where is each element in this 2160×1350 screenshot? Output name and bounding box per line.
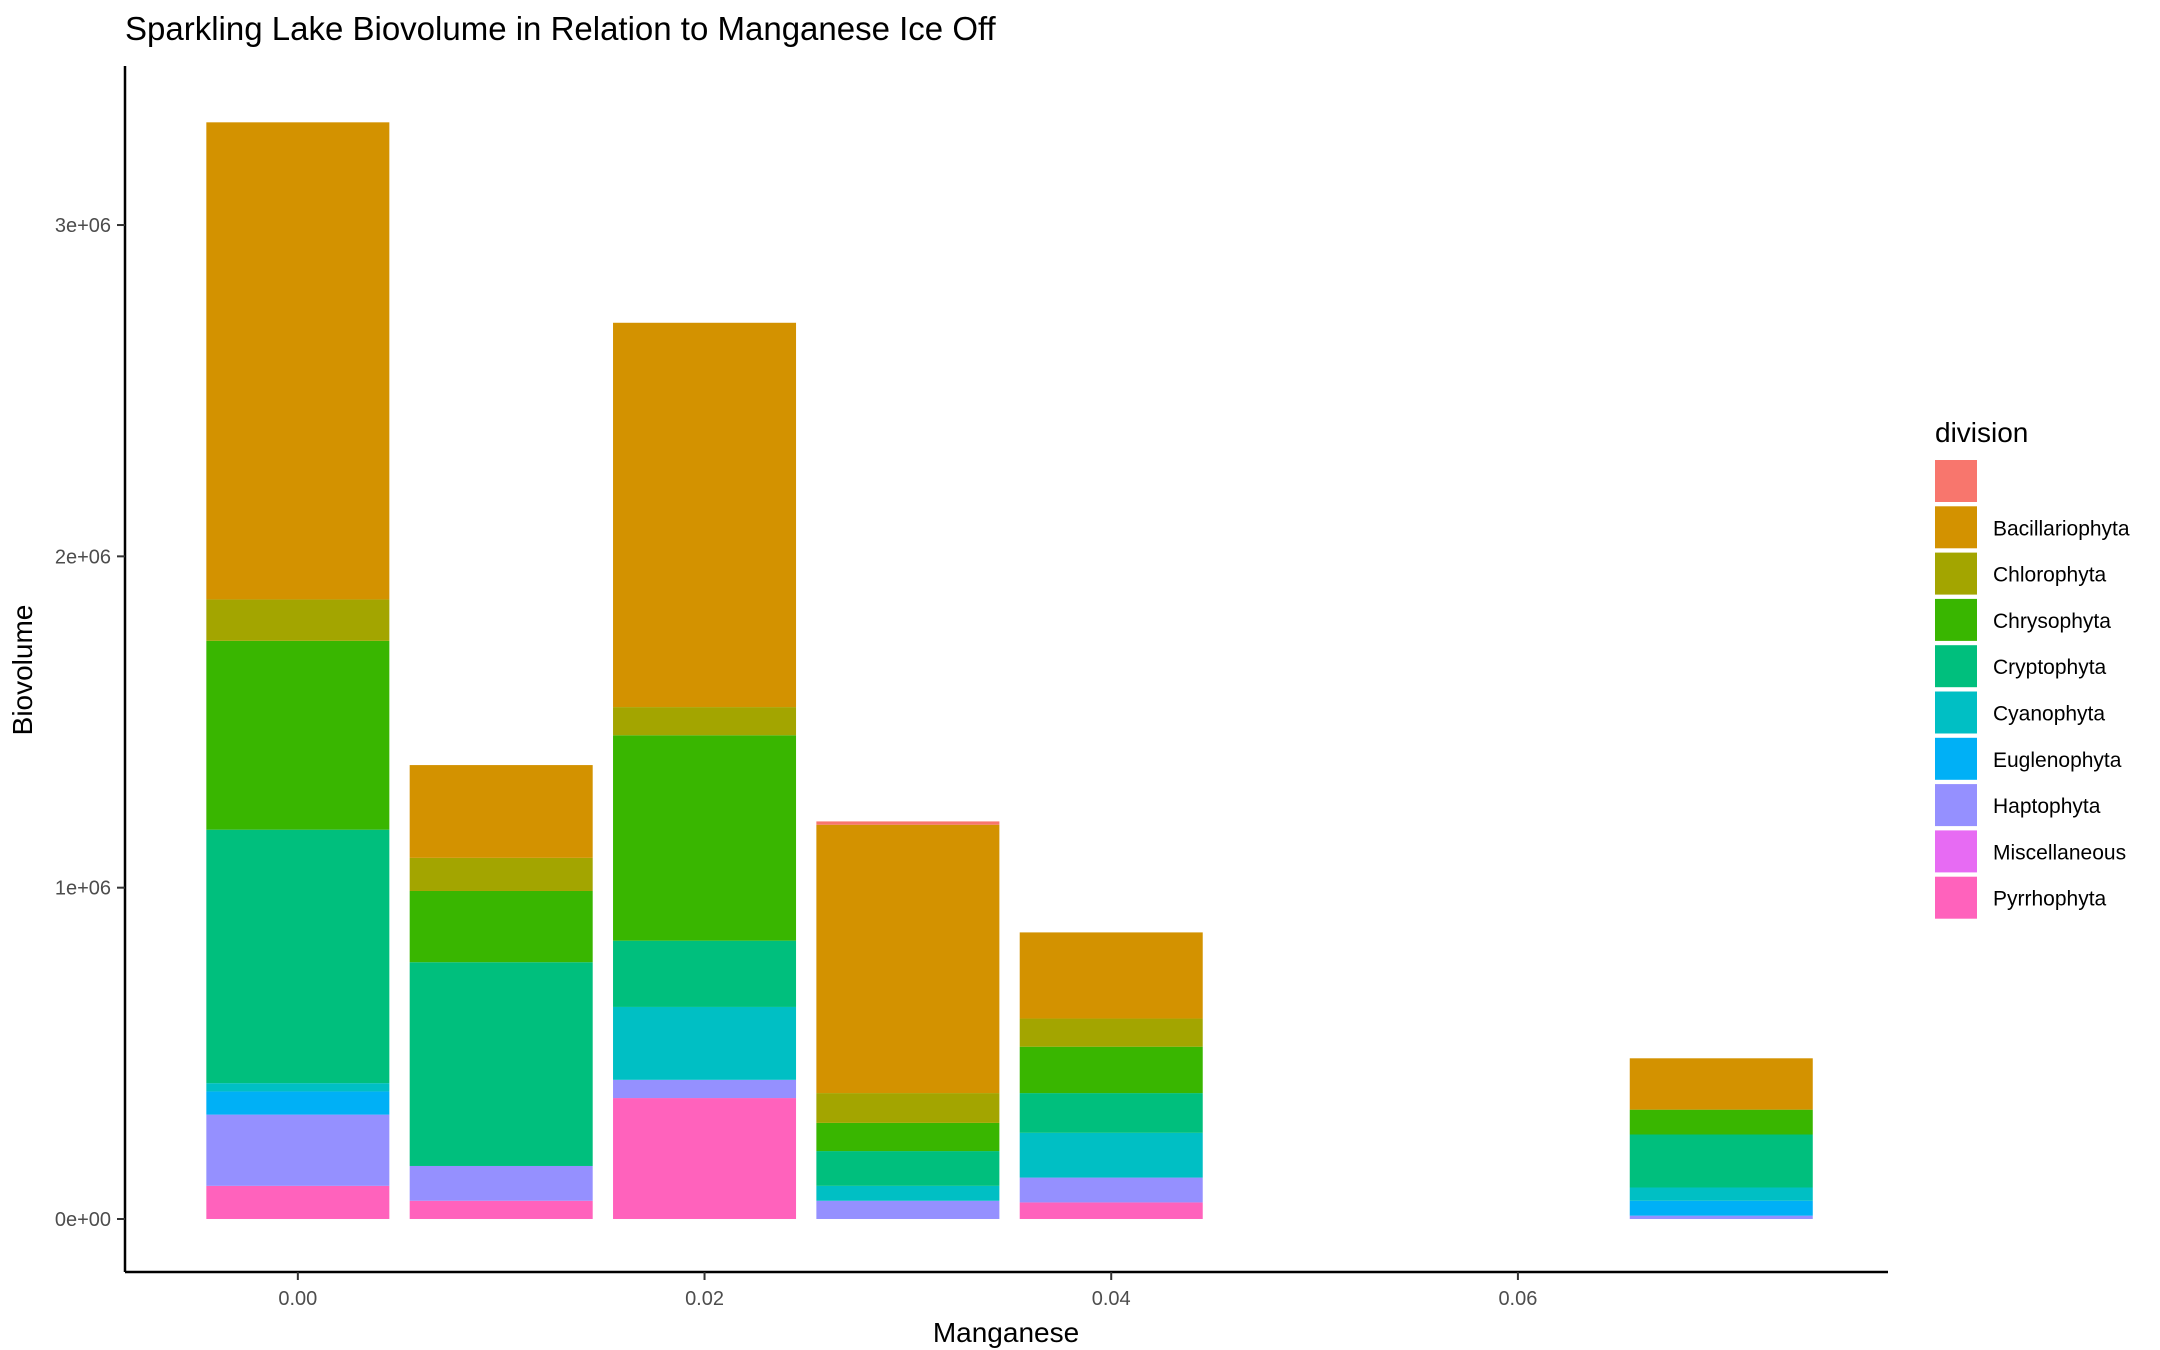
x-axis-label: Manganese — [933, 1317, 1079, 1348]
bar-segment-chrysophyta — [206, 640, 390, 830]
legend-key — [1935, 552, 1977, 595]
bar-segment-pyrrhophyta — [613, 1098, 797, 1219]
bar-segment-pyrrhophyta — [409, 1200, 593, 1219]
bar-segment-pyrrhophyta — [1019, 1202, 1203, 1219]
x-tick-label: 0.06 — [1498, 1288, 1537, 1310]
bar-segment-cyanophyta — [816, 1185, 1000, 1201]
bar-segment-bacillariophyta — [206, 122, 390, 600]
y-tick-label: 0e+00 — [55, 1209, 111, 1231]
bar-segment-chlorophyta — [1019, 1018, 1203, 1047]
bar-segment-haptophyta — [206, 1114, 390, 1186]
legend-key — [1935, 460, 1977, 502]
legend-key — [1935, 737, 1977, 780]
bar-segment-bacillariophyta — [613, 322, 797, 708]
legend-label: Euglenophyta — [1993, 749, 2122, 772]
bar-segment-na — [816, 821, 1000, 825]
legend-key — [1935, 691, 1977, 734]
bar-segment-chlorophyta — [206, 599, 390, 641]
bar-segment-chlorophyta — [613, 707, 797, 736]
y-ticks: 0e+00 1e+06 2e+06 3e+06 — [55, 215, 125, 1231]
bar-segment-euglenophyta — [1629, 1200, 1813, 1216]
bar-segment-cyanophyta — [613, 1006, 797, 1080]
bar-segment-chlorophyta — [409, 857, 593, 891]
bar-segment-bacillariophyta — [816, 824, 1000, 1094]
legend-key — [1935, 598, 1977, 641]
legend-key — [1935, 830, 1977, 873]
bar-segment-haptophyta — [1019, 1177, 1203, 1203]
legend-label: Haptophyta — [1993, 795, 2101, 818]
bar-segment-haptophyta — [409, 1165, 593, 1201]
bar-segment-cyanophyta — [206, 1083, 390, 1092]
x-tick-label: 0.00 — [278, 1288, 317, 1310]
legend-key — [1935, 784, 1977, 827]
legend-label: Chlorophyta — [1993, 564, 2107, 587]
x-tick-label: 0.04 — [1092, 1288, 1131, 1310]
bar-segment-bacillariophyta — [409, 765, 593, 858]
bar-segment-chrysophyta — [409, 890, 593, 963]
legend-key — [1935, 506, 1977, 549]
x-tick-label: 0.02 — [685, 1288, 724, 1310]
bar-segment-chrysophyta — [816, 1122, 1000, 1152]
legend-label: Pyrrhophyta — [1993, 888, 2107, 911]
bars-layer — [206, 122, 1813, 1219]
legend-label: Cyanophyta — [1993, 703, 2105, 726]
bar-segment-bacillariophyta — [1019, 932, 1203, 1019]
bar-segment-chrysophyta — [613, 735, 797, 941]
bar-segment-haptophyta — [816, 1200, 1000, 1219]
bar-segment-cryptophyta — [1019, 1093, 1203, 1133]
legend-label: Miscellaneous — [1993, 841, 2126, 864]
bar-segment-cryptophyta — [613, 940, 797, 1007]
bar-segment-euglenophyta — [206, 1091, 390, 1115]
legend-key — [1935, 645, 1977, 688]
bar-segment-pyrrhophyta — [206, 1185, 390, 1219]
y-tick-label: 3e+06 — [55, 215, 111, 237]
x-ticks: 0.00 0.02 0.04 0.06 — [278, 1272, 1537, 1310]
chart-title: Sparkling Lake Biovolume in Relation to … — [125, 10, 997, 47]
legend-label: Bacillariophyta — [1993, 517, 2130, 540]
legend: Bacillariophyta Chlorophyta Chrysophyta Cry… — [1935, 460, 2130, 919]
bar-segment-haptophyta — [1629, 1215, 1813, 1219]
bar-segment-cyanophyta — [1629, 1187, 1813, 1201]
bar-segment-haptophyta — [613, 1079, 797, 1099]
y-tick-label: 1e+06 — [55, 878, 111, 900]
bar-segment-chlorophyta — [816, 1093, 1000, 1123]
bar-segment-cryptophyta — [409, 962, 593, 1166]
y-tick-label: 2e+06 — [55, 546, 111, 568]
bar-segment-chrysophyta — [1019, 1046, 1203, 1094]
bar-segment-bacillariophyta — [1629, 1058, 1813, 1110]
bar-segment-cryptophyta — [1629, 1134, 1813, 1188]
bar-segment-cyanophyta — [1019, 1132, 1203, 1178]
bar-segment-cryptophyta — [816, 1151, 1000, 1186]
bar-segment-cryptophyta — [206, 829, 390, 1084]
legend-title: division — [1935, 417, 2028, 448]
bar-segment-chrysophyta — [1629, 1109, 1813, 1135]
legend-label: Cryptophyta — [1993, 656, 2107, 679]
legend-key — [1935, 876, 1977, 919]
legend-label: Chrysophyta — [1993, 610, 2111, 633]
y-axis-label: Biovolume — [7, 605, 38, 736]
